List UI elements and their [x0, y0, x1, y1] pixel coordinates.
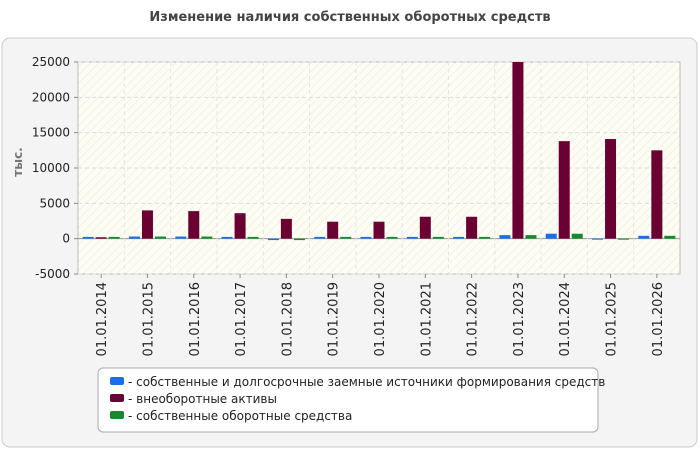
bar: [82, 236, 94, 239]
x-tick-label: 01.01.2026: [651, 282, 666, 356]
bar: [432, 236, 444, 239]
y-tick-label: 0: [62, 232, 70, 246]
x-tick-label: 01.01.2017: [234, 282, 249, 356]
bar: [651, 150, 663, 239]
x-tick-label: 01.01.2019: [327, 282, 342, 356]
x-tick-label: 01.01.2023: [512, 282, 527, 356]
y-tick-label: 5000: [39, 196, 70, 210]
bar: [605, 139, 617, 239]
bar: [571, 233, 583, 239]
bar: [419, 216, 431, 239]
bar: [545, 233, 557, 239]
bar: [618, 238, 630, 240]
x-tick-label: 01.01.2016: [188, 282, 203, 356]
bar: [499, 235, 511, 239]
legend-swatch: [110, 394, 124, 402]
legend: [97, 367, 599, 433]
bar: [373, 221, 385, 239]
bar: [280, 218, 292, 239]
bar: [175, 236, 187, 239]
bar: [108, 236, 120, 239]
bar: [466, 216, 478, 239]
legend-label: - внеоборотные активы: [128, 392, 277, 406]
bar: [638, 235, 650, 239]
bar: [327, 221, 339, 239]
bar: [141, 210, 153, 239]
bar: [664, 235, 676, 239]
y-axis-label: тыс.: [11, 147, 25, 176]
bar: [201, 236, 213, 239]
x-tick-label: 01.01.2024: [558, 282, 573, 356]
bar: [386, 236, 398, 239]
bar: [95, 237, 107, 239]
x-tick-label: 01.01.2025: [605, 282, 620, 356]
bar: [221, 236, 233, 239]
bar: [406, 236, 418, 239]
x-tick-label: 01.01.2021: [419, 282, 434, 356]
y-tick-label: 15000: [32, 126, 70, 140]
y-tick-label: 25000: [32, 55, 70, 69]
y-tick-label: 10000: [32, 161, 70, 175]
bar: [267, 238, 279, 241]
legend-label: - собственные и долгосрочные заемные ист…: [128, 375, 605, 389]
bar: [234, 213, 246, 239]
bar: [293, 238, 305, 241]
x-tick-label: 01.01.2015: [141, 282, 156, 356]
bar: [360, 236, 372, 239]
chart-title: Изменение наличия собственных оборотных …: [149, 10, 550, 25]
bar: [128, 236, 140, 239]
bar: [592, 238, 604, 240]
y-tick-label: 20000: [32, 90, 70, 104]
legend-swatch: [110, 377, 124, 385]
legend-label: - собственные оборотные средства: [128, 409, 352, 423]
bar: [525, 235, 537, 239]
bar: [154, 236, 166, 239]
bar: [188, 211, 200, 239]
bar: [247, 236, 259, 239]
x-tick-label: 01.01.2014: [95, 282, 110, 356]
bar: [512, 62, 524, 239]
bar: [314, 236, 326, 239]
bar: [479, 236, 491, 239]
bar: [558, 141, 570, 239]
legend-swatch: [110, 411, 124, 419]
y-tick-label: -5000: [35, 267, 70, 281]
bar: [340, 236, 352, 239]
x-tick-label: 01.01.2022: [466, 282, 481, 356]
x-tick-label: 01.01.2020: [373, 282, 388, 356]
x-tick-label: 01.01.2018: [280, 282, 295, 356]
bar: [453, 236, 465, 239]
